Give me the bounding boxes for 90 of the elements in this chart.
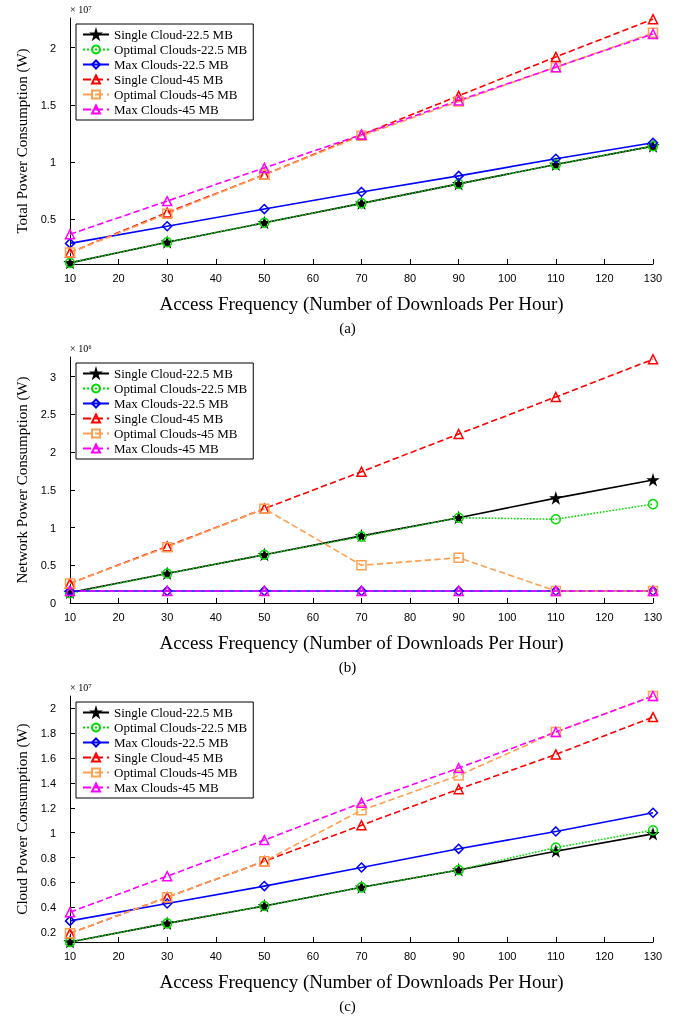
- legend-label: Max Clouds-45 MB: [114, 102, 220, 117]
- x-tick-label: 130: [643, 610, 663, 623]
- y-tick-label: 0: [49, 597, 56, 609]
- y-tick-label: 1: [49, 156, 56, 169]
- x-tick-label: 120: [595, 271, 614, 284]
- x-tick-label: 130: [643, 949, 663, 962]
- y-tick-label: 2.5: [40, 408, 56, 421]
- legend-label: Optimal Clouds-45 MB: [114, 87, 238, 102]
- x-tick-label: 80: [403, 610, 417, 623]
- text: (a): [339, 319, 356, 337]
- y-tick-label: 1: [49, 521, 56, 534]
- x-tick-label: 80: [403, 271, 417, 284]
- x-tick-label: 70: [355, 271, 368, 284]
- x-tick-label: 100: [498, 949, 517, 962]
- y-tick-label: 0.5: [40, 213, 56, 226]
- text: (b): [338, 658, 357, 676]
- legend-label: Single Cloud-22.5 MB: [114, 366, 234, 381]
- legend-label: Single Cloud-45 MB: [114, 72, 224, 87]
- x-tick-label: 20: [112, 610, 125, 623]
- x-axis-title: Access Frequency (Number of Downloads Per Hour): [159, 971, 564, 993]
- y-axis-title: Cloud Power Consumption (W): [14, 723, 32, 915]
- x-tick-label: 10: [63, 610, 77, 623]
- text: × 10⁷: [70, 3, 93, 15]
- legend-label: Single Cloud-22.5 MB: [114, 27, 234, 42]
- y-tick-label: 0.2: [40, 926, 56, 939]
- x-tick-label: 60: [306, 271, 320, 284]
- legend-label: Optimal Clouds-22.5 MB: [114, 381, 248, 396]
- y-tick-label: 1.4: [40, 776, 56, 789]
- legend-label: Single Cloud-45 MB: [114, 411, 224, 426]
- x-tick-label: 20: [112, 271, 125, 284]
- x-tick-label: 20: [112, 949, 125, 962]
- x-tick-label: 70: [355, 949, 368, 962]
- y-axis-title: Network Power Consumption (W): [14, 376, 32, 584]
- y-tick-label: 1.8: [40, 727, 56, 740]
- x-tick-label: 120: [595, 610, 614, 623]
- y-tick-label: 0.5: [40, 559, 56, 572]
- x-tick-label: 90: [452, 949, 465, 962]
- y-axis-title: Total Power Consumption (W): [14, 48, 32, 234]
- y-tick-label: 1.6: [40, 752, 56, 765]
- legend-label: Optimal Clouds-22.5 MB: [114, 720, 248, 735]
- x-tick-label: 70: [355, 610, 368, 623]
- x-tick-label: 50: [258, 271, 271, 284]
- y-tick-label: 3: [49, 370, 56, 383]
- x-tick-label: 30: [161, 610, 174, 623]
- y-tick-label: 2: [49, 446, 56, 459]
- legend-label: Max Clouds-22.5 MB: [114, 735, 229, 750]
- y-tick-label: 0.4: [40, 901, 56, 914]
- legend-label: Optimal Clouds-45 MB: [114, 426, 238, 441]
- x-tick-label: 110: [547, 271, 565, 284]
- y-tick-label: 2: [49, 41, 56, 54]
- x-tick-label: 10: [63, 271, 77, 284]
- text: × 10⁶: [70, 342, 93, 354]
- y-tick-label: 0.6: [40, 876, 56, 889]
- x-tick-label: 50: [258, 610, 271, 623]
- x-tick-label: 60: [306, 610, 320, 623]
- y-tick-label: 1.5: [40, 98, 56, 111]
- x-axis-title: Access Frequency (Number of Downloads Per Hour): [159, 632, 564, 654]
- x-tick-label: 110: [547, 949, 565, 962]
- x-tick-label: 50: [258, 949, 271, 962]
- x-tick-label: 120: [595, 949, 614, 962]
- x-tick-label: 100: [498, 271, 517, 284]
- legend-label: Max Clouds-22.5 MB: [114, 396, 229, 411]
- x-tick-label: 100: [498, 610, 517, 623]
- legend-label: Max Clouds-45 MB: [114, 441, 220, 456]
- y-tick-label: 0.8: [40, 851, 56, 864]
- x-tick-label: 110: [547, 610, 565, 623]
- x-tick-label: 30: [161, 949, 174, 962]
- legend-label: Optimal Clouds-45 MB: [114, 765, 238, 780]
- text: (c): [339, 997, 356, 1015]
- x-tick-label: 90: [452, 610, 465, 623]
- x-tick-label: 60: [306, 949, 320, 962]
- legend-label: Max Clouds-45 MB: [114, 780, 220, 795]
- x-tick-label: 90: [452, 271, 465, 284]
- legend-label: Single Cloud-45 MB: [114, 750, 224, 765]
- y-tick-label: 1.5: [40, 483, 56, 496]
- x-tick-label: 30: [161, 271, 174, 284]
- text: × 10⁷: [70, 681, 93, 693]
- x-tick-label: 80: [403, 949, 417, 962]
- legend-label: Single Cloud-22.5 MB: [114, 705, 234, 720]
- legend-label: Max Clouds-22.5 MB: [114, 57, 229, 72]
- x-tick-label: 40: [209, 271, 222, 284]
- y-tick-label: 1.2: [40, 801, 56, 814]
- x-tick-label: 40: [209, 610, 222, 623]
- x-tick-label: 130: [643, 271, 663, 284]
- y-tick-label: 2: [49, 702, 56, 715]
- legend-label: Optimal Clouds-22.5 MB: [114, 42, 248, 57]
- x-tick-label: 10: [63, 949, 77, 962]
- y-tick-label: 1: [49, 826, 56, 839]
- x-axis-title: Access Frequency (Number of Downloads Per Hour): [159, 293, 564, 315]
- x-tick-label: 40: [209, 949, 222, 962]
